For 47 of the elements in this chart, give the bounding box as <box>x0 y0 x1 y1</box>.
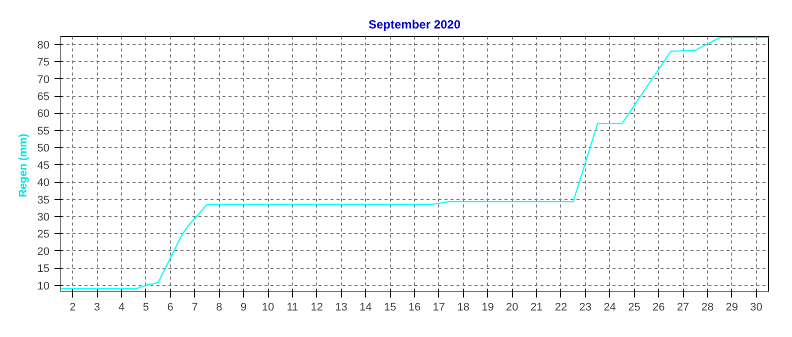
x-tick-label: 13 <box>335 302 348 314</box>
x-tick-label: 5 <box>142 302 150 314</box>
y-tick-label: 55 <box>37 125 50 138</box>
x-tick-label: 22 <box>554 302 568 314</box>
y-tick-label: 25 <box>37 228 50 241</box>
x-tick-label: 16 <box>408 302 421 314</box>
x-tick-label: 17 <box>432 302 446 314</box>
x-tick-label: 21 <box>530 302 543 314</box>
y-tick-label: 60 <box>37 108 50 120</box>
y-tick-label: 50 <box>37 142 50 155</box>
chart-title: September 2020 <box>368 18 461 32</box>
y-tick-label: 35 <box>37 194 50 206</box>
y-tick-label: 40 <box>37 177 50 190</box>
x-tick-label: 27 <box>676 302 690 314</box>
x-tick-label: 6 <box>167 302 174 314</box>
x-tick-label: 9 <box>240 302 247 314</box>
x-tick-label: 7 <box>192 302 198 314</box>
x-tick-label: 2 <box>70 302 76 314</box>
y-tick-label: 80 <box>37 39 50 52</box>
y-tick-label: 45 <box>37 160 50 172</box>
y-tick-label: 70 <box>37 74 50 86</box>
y-axis-title: Regen (mm) <box>17 133 30 198</box>
x-tick-label: 19 <box>482 302 494 314</box>
x-tick-label: 14 <box>360 302 372 314</box>
x-tick-label: 20 <box>506 302 518 314</box>
x-tick-label: 12 <box>310 302 323 314</box>
y-tick-label: 75 <box>37 56 50 69</box>
y-tick-label: 10 <box>37 280 50 292</box>
x-tick-label: 28 <box>701 302 714 314</box>
x-tick-label: 11 <box>286 302 298 314</box>
y-tick-label: 30 <box>37 211 50 224</box>
x-tick-label: 25 <box>628 302 640 314</box>
x-tick-label: 15 <box>384 302 396 314</box>
x-tick-label: 8 <box>216 302 222 314</box>
x-tick-label: 26 <box>652 302 665 314</box>
y-tick-label: 20 <box>37 246 50 258</box>
x-tick-label: 10 <box>262 302 274 314</box>
x-tick-label: 30 <box>750 302 762 314</box>
x-tick-label: 23 <box>579 302 592 314</box>
y-tick-label: 15 <box>37 263 50 276</box>
x-tick-label: 3 <box>94 302 100 314</box>
x-tick-label: 4 <box>118 302 125 314</box>
line-series <box>60 36 768 290</box>
x-tick-label: 29 <box>726 302 738 314</box>
y-tick-label: 65 <box>37 91 50 104</box>
x-tick-label: 18 <box>457 302 470 314</box>
x-tick-label: 24 <box>604 302 616 314</box>
